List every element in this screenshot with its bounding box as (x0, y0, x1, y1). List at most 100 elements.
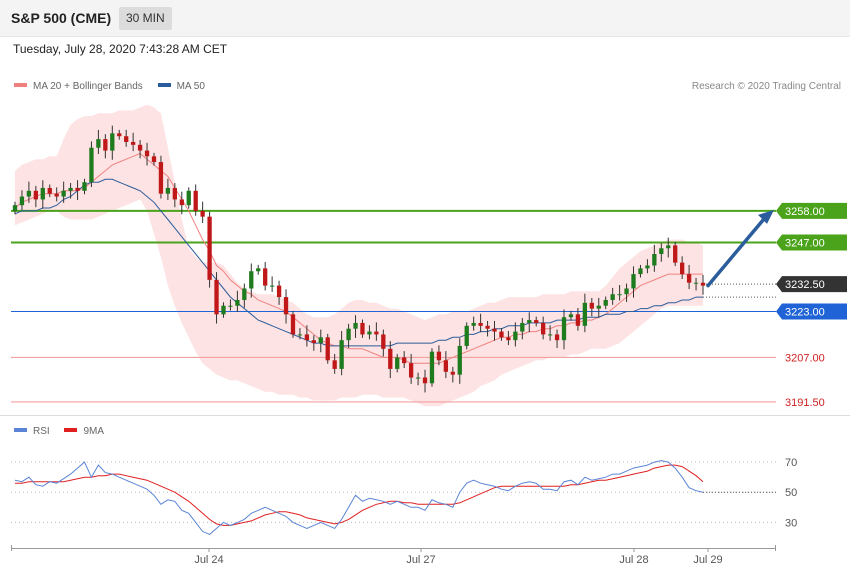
candle-body (631, 274, 636, 289)
legend-item-rsi: RSI (14, 426, 50, 437)
candle (75, 180, 80, 200)
candle (596, 297, 601, 318)
candle-body (554, 334, 560, 341)
bollinger-band (15, 104, 703, 407)
ma50-line (14, 178, 703, 347)
candle (353, 315, 358, 338)
candle (290, 310, 296, 338)
candle-body (381, 334, 386, 349)
main-legend: MA 20 + Bollinger Bands MA 50 (14, 81, 217, 92)
ma20-line (14, 152, 703, 364)
candle (673, 241, 678, 267)
candle-body (679, 262, 685, 275)
candle (388, 341, 393, 379)
candle (700, 274, 706, 295)
candle-body (520, 322, 525, 332)
candle-body (186, 190, 191, 206)
candle-body (26, 190, 32, 197)
candle (652, 244, 657, 272)
candle (415, 372, 421, 386)
candle-body (235, 299, 240, 306)
candle (339, 330, 344, 376)
candle-body (117, 133, 122, 137)
candle-body (485, 325, 490, 329)
rsi-level-label-70: 70 (785, 457, 797, 469)
rsi-9ma-line (15, 464, 704, 526)
candle-body (200, 210, 205, 217)
candle (172, 183, 177, 208)
candle (367, 325, 372, 340)
candle-body (68, 187, 73, 191)
chart-header: S&P 500 (CME) 30 MIN (0, 0, 850, 37)
candle-body (339, 340, 344, 369)
candle (547, 325, 553, 341)
forecast-arrow-shaft (706, 217, 766, 288)
candle-body (130, 141, 136, 145)
level-label-3191.50: 3191.50 (785, 397, 825, 409)
level-label-3207.00: 3207.00 (785, 352, 825, 364)
candle-body (408, 363, 414, 378)
candle-body (638, 268, 643, 275)
candle (207, 211, 212, 288)
candle-body (367, 331, 372, 335)
candle-body (388, 348, 393, 369)
candle-body (89, 147, 94, 183)
candle-body (207, 216, 212, 280)
candle (311, 335, 316, 351)
candle-body (443, 360, 449, 372)
legend-label-9ma: 9MA (83, 426, 105, 437)
candle (408, 353, 414, 384)
chart-datetime: Tuesday, July 28, 2020 7:43:28 AM CET (13, 42, 228, 56)
candle (304, 325, 310, 347)
candle (200, 201, 205, 223)
candle (429, 348, 435, 387)
candle-body (659, 248, 664, 254)
candle-body (450, 371, 455, 375)
level-tag-3232.50 (776, 276, 847, 293)
candle (82, 178, 87, 195)
candle-body (652, 254, 657, 266)
candle-body (478, 322, 483, 326)
candle (506, 330, 511, 346)
candle (624, 283, 629, 302)
candle-body (165, 187, 171, 194)
candle (263, 262, 268, 291)
candle (582, 293, 588, 333)
candle-body (325, 337, 330, 361)
candle-body (311, 340, 316, 344)
candle (450, 366, 455, 383)
candle-body (179, 199, 184, 206)
legend-item-9ma: 9MA (64, 426, 104, 437)
candle-body (172, 187, 177, 200)
candle (40, 180, 45, 209)
candle-body (429, 351, 435, 384)
level-tag-3223.00 (776, 303, 847, 320)
level-tag-3258.00 (776, 202, 847, 219)
x-tick-label: Jul 27 (406, 554, 435, 566)
candle-body (151, 156, 157, 163)
candle-body (103, 139, 108, 151)
candle (117, 129, 122, 140)
candle (325, 333, 330, 364)
level-label-3258.00: 3258.00 (785, 206, 825, 218)
candle-body (47, 187, 52, 194)
candle-body (283, 297, 289, 315)
candle (283, 289, 289, 324)
candle-body (568, 314, 574, 318)
candle (235, 290, 240, 313)
legend-swatch-ma50 (157, 83, 171, 88)
candle-body (464, 325, 469, 346)
candle (686, 264, 692, 290)
candle (381, 329, 386, 357)
candle-body (110, 133, 115, 151)
candle (144, 142, 150, 166)
timeframe-button[interactable]: 30 MIN (119, 7, 172, 30)
candle (659, 243, 664, 262)
candle-body (436, 351, 442, 361)
level-tag-3247.00 (776, 234, 847, 251)
candle (520, 318, 525, 340)
candle-body (276, 285, 282, 298)
candle-body (12, 205, 18, 211)
candle (478, 313, 483, 333)
candle-body (457, 345, 462, 375)
